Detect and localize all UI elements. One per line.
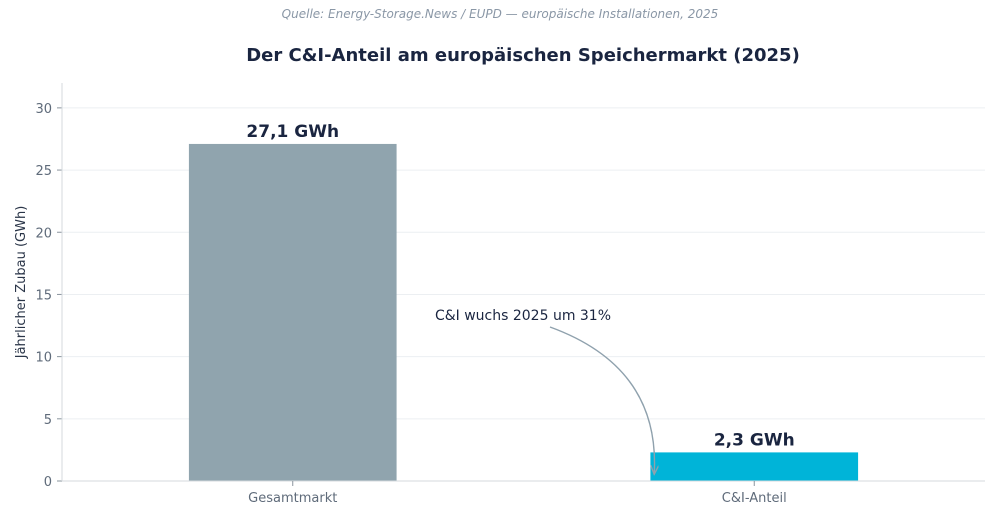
axes: 0 5 10 15 20 25 30 Gesamtmarkt C&I-Anteil [35, 83, 985, 506]
bar-value-label: 27,1 GWh [246, 122, 339, 142]
y-axis-label: Jährlicher Zubau (GWh) [14, 206, 29, 360]
bars [188, 143, 859, 481]
y-tick-label: 30 [35, 102, 52, 117]
y-tick-label: 15 [35, 288, 52, 303]
y-tick-label: 25 [35, 164, 52, 179]
y-tick-label: 20 [35, 226, 52, 241]
bar-value-label: 2,3 GWh [714, 430, 795, 450]
annotation-text: C&I wuchs 2025 um 31% [435, 308, 611, 324]
y-tick-label: 5 [44, 413, 52, 428]
x-tick-label: Gesamtmarkt [248, 491, 337, 506]
bar [188, 143, 397, 481]
bar [650, 452, 859, 481]
chart-title: Der C&I-Anteil am europäischen Speicherm… [246, 45, 800, 66]
chart-source: Quelle: Energy-Storage.News / EUPD — eur… [282, 7, 719, 21]
annotation-arrow [549, 326, 655, 473]
y-tick-label: 10 [35, 351, 52, 366]
x-tick-label: C&I-Anteil [722, 491, 787, 506]
y-tick-label: 0 [44, 475, 52, 490]
labels: 27,1 GWh 2,3 GWh [246, 122, 794, 450]
